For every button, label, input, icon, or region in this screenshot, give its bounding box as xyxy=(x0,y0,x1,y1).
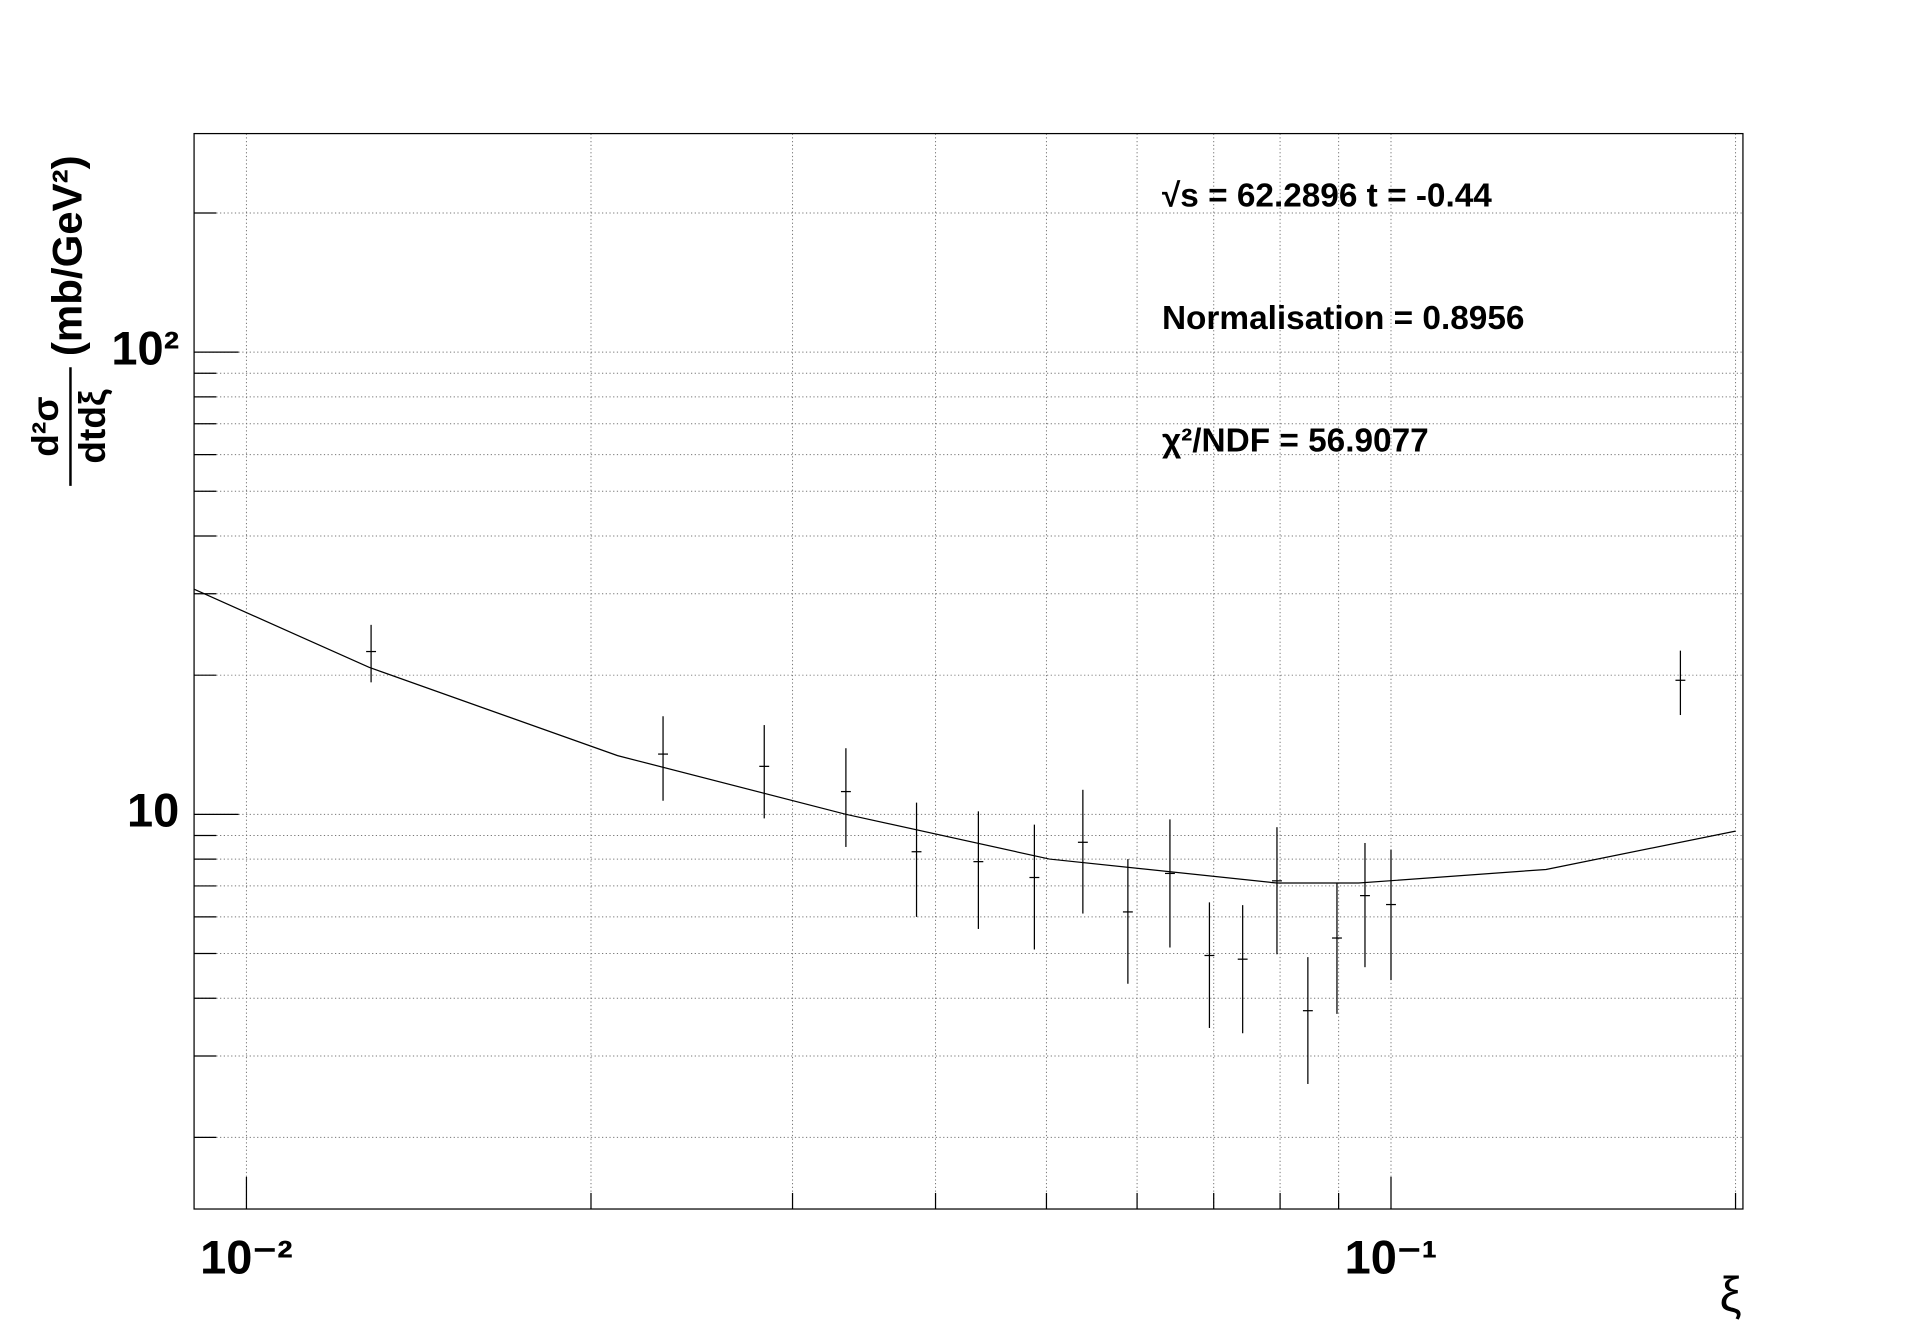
y-tick-label: 10² xyxy=(111,322,179,375)
y-label-numerator: d²σ xyxy=(24,396,66,456)
grid-layer xyxy=(194,133,1743,1210)
annotation: χ²/NDF = 56.9077 xyxy=(1162,422,1429,459)
y-label-unit: (mb/GeV²) xyxy=(44,155,91,356)
y-tick-label: 10 xyxy=(127,784,179,837)
annotation: √s = 62.2896 t = -0.44 xyxy=(1162,178,1492,215)
annotation: Normalisation = 0.8956 xyxy=(1162,300,1525,337)
x-tick-label: 10⁻¹ xyxy=(1345,1230,1438,1283)
x-axis-label: ξ xyxy=(1720,1267,1742,1322)
y-label-denominator: dtdξ xyxy=(71,389,113,464)
fit-curve xyxy=(193,588,1736,884)
x-tick-label: 10⁻² xyxy=(200,1230,293,1283)
y-axis-label: d²σ dtdξ (mb/GeV²) xyxy=(24,155,113,486)
plot-frame xyxy=(193,132,1744,1210)
